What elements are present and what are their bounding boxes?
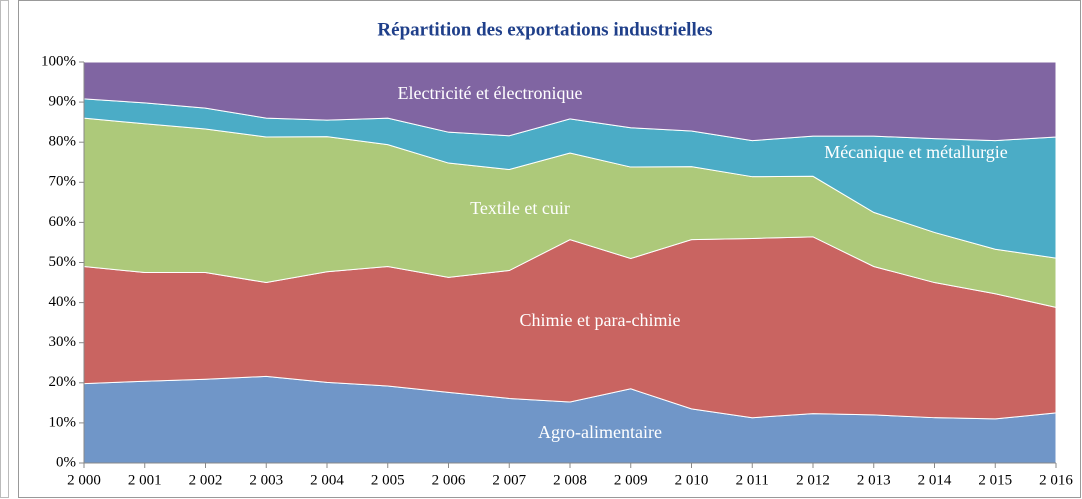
x-tick-label: 2 015 xyxy=(978,472,1012,488)
y-tick-label: 70% xyxy=(49,174,77,190)
x-tick-label: 2 010 xyxy=(675,472,709,488)
x-tick-label: 2 001 xyxy=(128,472,162,488)
y-tick-label: 0% xyxy=(56,454,76,470)
x-tick-label: 2 004 xyxy=(310,472,344,488)
frame-left xyxy=(0,0,9,498)
y-tick-label: 80% xyxy=(49,134,77,150)
y-tick-label: 20% xyxy=(49,374,77,390)
x-tick-label: 2 000 xyxy=(67,472,101,488)
y-tick-label: 40% xyxy=(49,294,77,310)
series-label: Chimie et para-chimie xyxy=(520,310,681,330)
x-tick-label: 2 008 xyxy=(553,472,587,488)
y-tick-label: 60% xyxy=(49,214,77,230)
x-tick-label: 2 013 xyxy=(857,472,891,488)
y-tick-label: 50% xyxy=(49,254,77,270)
y-tick-label: 100% xyxy=(41,53,76,69)
x-tick-label: 2 016 xyxy=(1039,472,1073,488)
x-tick-label: 2 009 xyxy=(614,472,648,488)
y-tick-label: 90% xyxy=(49,94,77,110)
series-label: Mécanique et métallurgie xyxy=(824,142,1008,162)
x-tick-label: 2 005 xyxy=(371,472,405,488)
x-tick-label: 2 011 xyxy=(736,472,769,488)
x-tick-label: 2 003 xyxy=(249,472,283,488)
chart-title: Répartition des exportations industriell… xyxy=(377,19,712,40)
x-tick-label: 2 012 xyxy=(796,472,830,488)
series-label: Electricité et électronique xyxy=(398,83,583,103)
series-label: Agro-alimentaire xyxy=(538,422,662,442)
y-tick-label: 30% xyxy=(49,334,77,350)
series-label: Textile et cuir xyxy=(470,198,570,218)
area xyxy=(83,61,1057,142)
y-tick-label: 10% xyxy=(49,414,77,430)
x-tick-label: 2 006 xyxy=(432,472,466,488)
x-tick-label: 2 002 xyxy=(189,472,223,488)
x-tick-label: 2 014 xyxy=(918,472,952,488)
x-tick-label: 2 007 xyxy=(492,472,526,488)
